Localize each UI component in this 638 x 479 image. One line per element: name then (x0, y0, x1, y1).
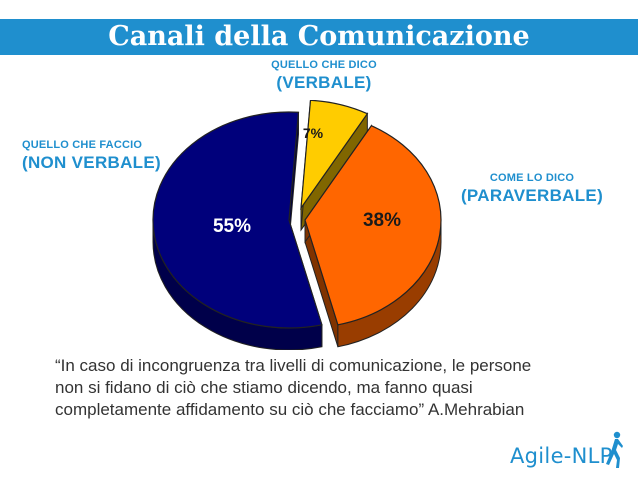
title-bar: Canali della Comunicazione (0, 19, 638, 55)
slice-7-top (300, 100, 369, 211)
label-verbale: QUELLO CHE DICO (VERBALE) (250, 59, 398, 93)
label-verbale-small: QUELLO CHE DICO (271, 59, 377, 71)
quote-line-3: completamente affidamento su ciò che fac… (55, 400, 525, 419)
quote-line-1: “In caso di incongruenza tra livelli di … (55, 356, 532, 375)
label-verbale-big: (VERBALE) (276, 73, 372, 92)
person-figure-icon (606, 431, 623, 468)
label-paraverbale-small: COME LO DICO (489, 172, 575, 184)
label-nonverbale-big: (NON VERBALE) (22, 153, 161, 172)
pie-chart: 55% 38% 7% (152, 100, 442, 350)
slice-38-label: 38% (363, 210, 401, 231)
quote-line-2: non si fidano di ciò che stiamo dicendo,… (55, 378, 473, 397)
page-title: Canali della Comunicazione (108, 21, 530, 52)
label-paraverbale-big: (PARAVERBALE) (460, 186, 604, 205)
agile-nlp-logo: Agile-NLP (510, 444, 613, 468)
slice-7-label: 7% (303, 125, 324, 141)
label-paraverbale: COME LO DICO (PARAVERBALE) (457, 172, 607, 206)
quote: “In caso di incongruenza tra livelli di … (55, 355, 615, 421)
slice-38-top (304, 124, 442, 326)
label-nonverbale-small: QUELLO CHE FACCIO (22, 139, 143, 151)
label-nonverbale: QUELLO CHE FACCIO (NON VERBALE) (22, 139, 161, 173)
slice-55-top (152, 111, 323, 329)
slice-55-label: 55% (213, 216, 251, 237)
